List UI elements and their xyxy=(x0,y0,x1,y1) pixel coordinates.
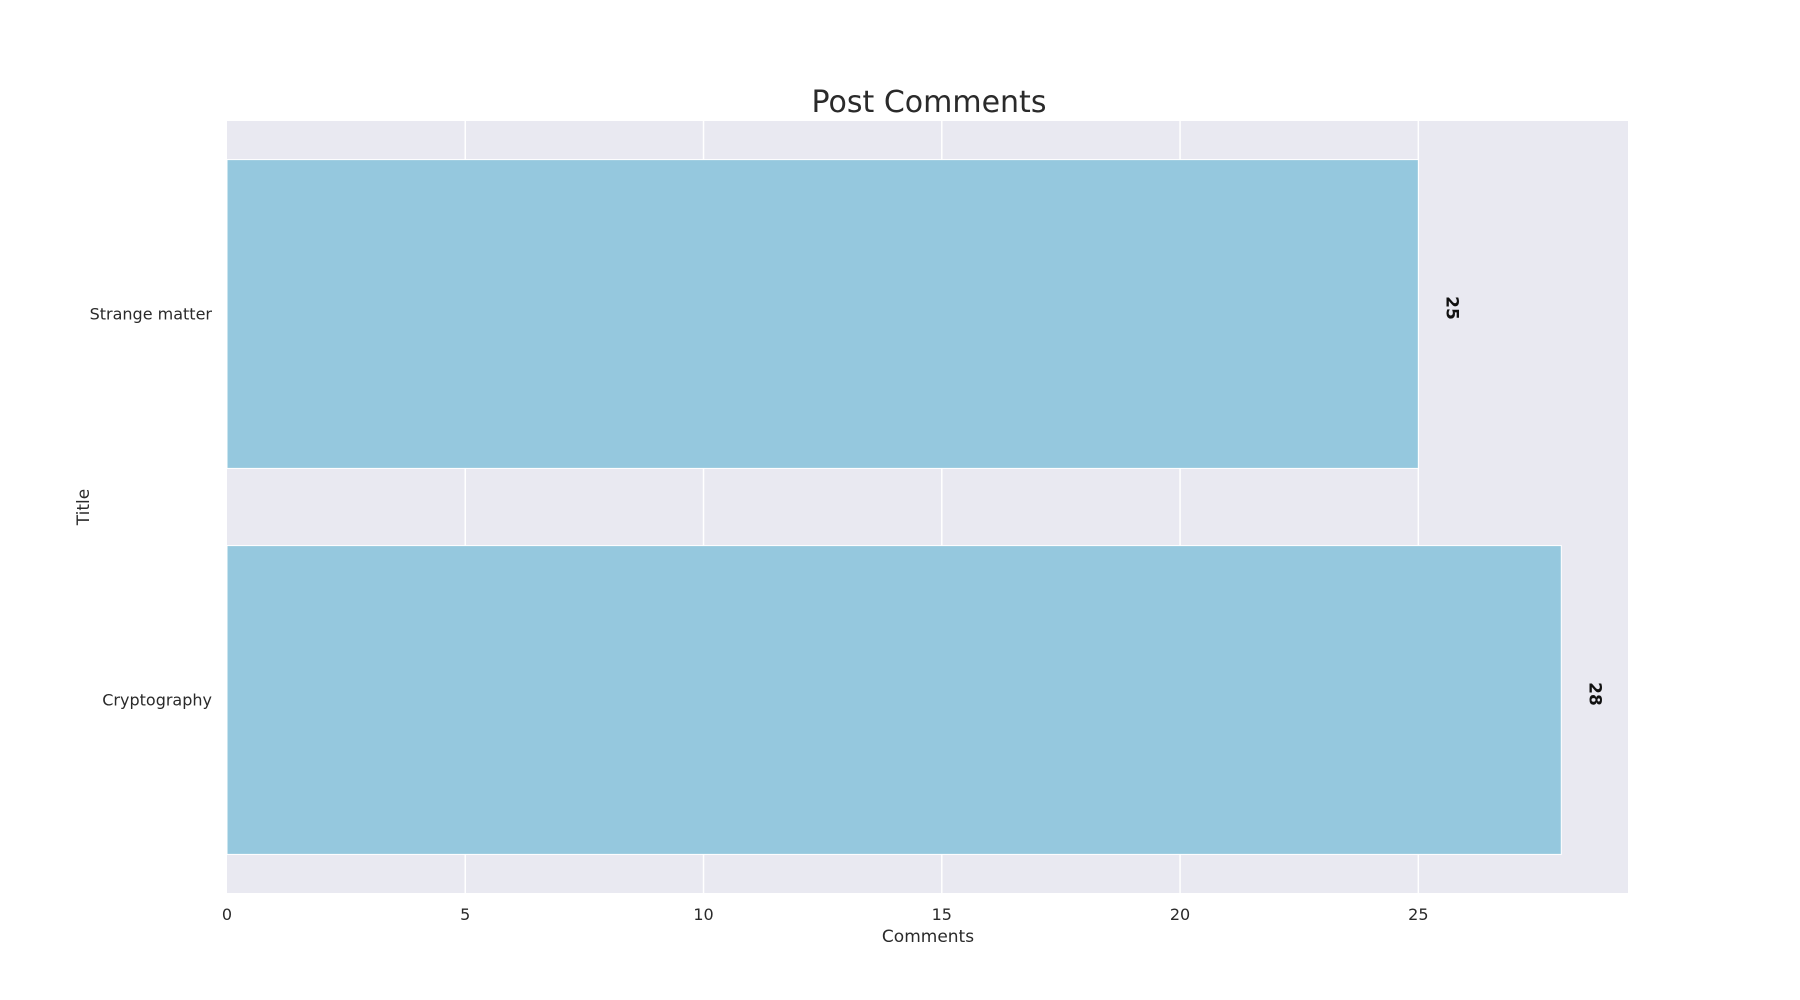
bars xyxy=(226,159,1562,855)
y-axis-title: Title xyxy=(74,489,94,526)
category-label-1: Cryptography xyxy=(102,691,212,710)
value-label-0: 25 xyxy=(1441,296,1461,320)
x-tick-label-5: 25 xyxy=(1408,905,1428,924)
bar-1 xyxy=(226,545,1562,855)
x-axis-title: Comments xyxy=(882,927,974,947)
x-tick-label-4: 20 xyxy=(1170,905,1190,924)
x-tick-label-2: 10 xyxy=(693,905,713,924)
x-tick-label-0: 0 xyxy=(222,905,232,924)
y-axis-categories: Strange matter Cryptography xyxy=(90,305,213,710)
chart-title: Post Comments xyxy=(812,85,1047,120)
x-tick-label-1: 5 xyxy=(460,905,470,924)
category-label-0: Strange matter xyxy=(90,305,213,324)
x-axis-ticks: 0 5 10 15 20 25 xyxy=(222,905,1429,924)
value-labels: 25 28 xyxy=(1441,296,1604,706)
value-label-1: 28 xyxy=(1584,682,1604,706)
bar-0 xyxy=(226,159,1419,469)
x-tick-label-3: 15 xyxy=(932,905,952,924)
